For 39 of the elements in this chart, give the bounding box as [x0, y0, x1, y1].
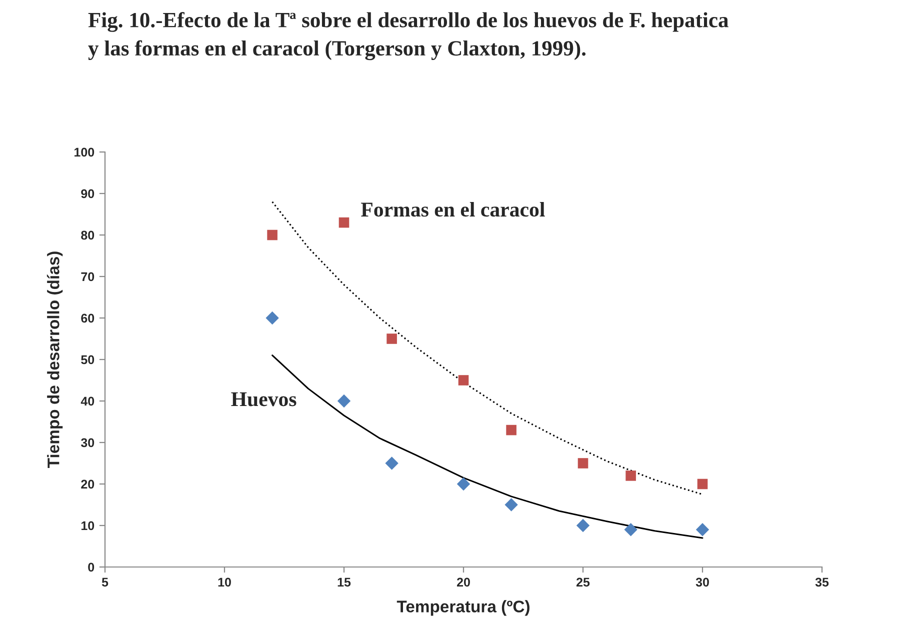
y-tick-label: 60: [81, 314, 94, 323]
x-axis-title: Temperatura (ºC): [396, 600, 530, 616]
y-tick-label: 50: [81, 355, 94, 364]
y-tick-label: 100: [74, 148, 94, 157]
series-label: Formas en el caracol: [361, 202, 545, 217]
y-tick-label: 70: [81, 272, 94, 282]
point: [385, 456, 398, 470]
x-tick-label: 35: [815, 578, 829, 587]
x-tick-label: 20: [456, 578, 470, 587]
x-tick-label: 30: [696, 578, 709, 587]
point: [386, 334, 397, 344]
y-tick-label: 10: [81, 521, 94, 530]
point: [624, 523, 638, 536]
y-tick-label: 80: [81, 230, 94, 240]
point: [576, 518, 590, 532]
point: [506, 424, 516, 436]
x-tick-label: 10: [218, 578, 231, 587]
x-tick-label: 25: [576, 578, 590, 587]
chart-title: Fig. 10.-Efecto de la Tª sobre el desarrollo de los huevos de F. hepatica y las formas en el caracol (Torgerson y Claxton, 1999).: [88, 12, 728, 60]
y-tick-label: 30: [80, 438, 94, 448]
series-label: Huevos: [231, 392, 296, 406]
point: [456, 477, 470, 491]
y-tick-label: 0: [88, 562, 94, 572]
point: [338, 217, 350, 228]
y-tick-label: 20: [81, 480, 94, 489]
point: [578, 458, 588, 468]
x-tick-label: 5: [102, 578, 108, 587]
x-tick-label: 15: [338, 578, 351, 587]
point: [626, 470, 636, 481]
point: [267, 230, 278, 240]
point: [458, 375, 469, 386]
point: [504, 498, 518, 512]
point: [697, 478, 708, 490]
y-tick-label: 40: [80, 396, 94, 406]
point: [266, 311, 279, 325]
y-axis-title: Tiempo de desarrollo (días): [46, 252, 63, 468]
point: [696, 523, 710, 536]
y-tick-label: 90: [81, 189, 94, 198]
point: [337, 394, 351, 408]
